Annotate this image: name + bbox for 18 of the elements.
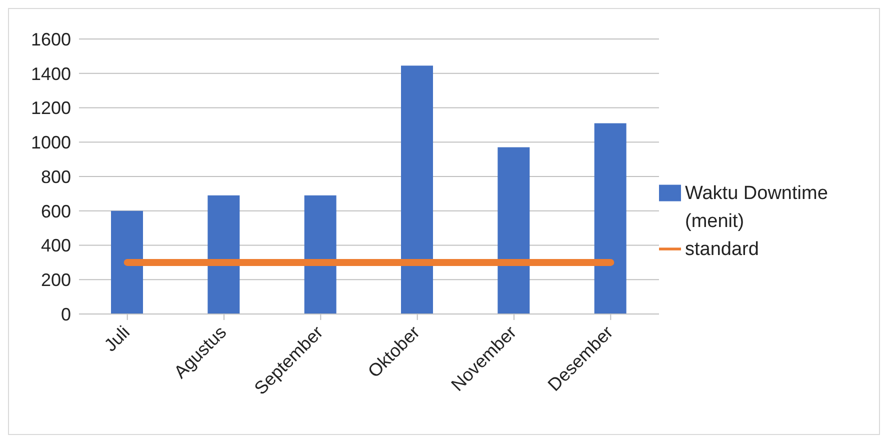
y-tick-label: 600 xyxy=(40,201,71,222)
y-tick-label: 1000 xyxy=(30,132,71,153)
bar xyxy=(498,147,530,314)
y-tick-label: 400 xyxy=(40,236,71,256)
y-tick-label: 1200 xyxy=(30,98,71,118)
legend-label: standard xyxy=(685,238,759,262)
y-tick-label: 0 xyxy=(60,304,71,324)
y-tick-label: 200 xyxy=(40,270,71,290)
legend-label: Waktu Downtime (menit) xyxy=(685,182,829,234)
bar xyxy=(208,195,240,314)
x-tick-label: Juli xyxy=(100,322,134,356)
bar xyxy=(111,210,143,314)
y-tick-label: 1600 xyxy=(30,29,71,50)
y-tick-label: 1400 xyxy=(30,64,71,84)
bar xyxy=(594,123,626,314)
y-tick-label: 800 xyxy=(40,166,71,187)
bar xyxy=(304,195,336,314)
bar xyxy=(401,66,433,314)
